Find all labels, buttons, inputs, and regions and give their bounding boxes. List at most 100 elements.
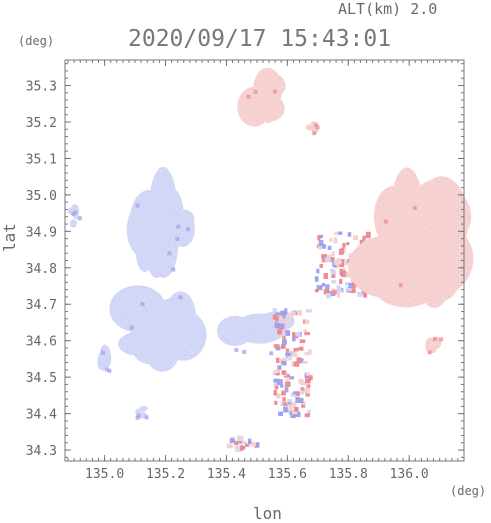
echo-speckle: [326, 292, 331, 299]
echo-cell: [397, 221, 474, 297]
echo-speckle: [383, 219, 388, 224]
y-tick-label: 34.3: [26, 444, 57, 459]
echo-speckle: [281, 360, 287, 366]
echo-speckle: [129, 325, 134, 330]
echo-cell: [69, 219, 77, 228]
echo-speckle: [336, 258, 341, 265]
echo-speckle: [274, 312, 281, 316]
echo-speckle: [328, 256, 335, 263]
echo-speckle: [291, 401, 297, 408]
echo-speckle: [280, 327, 286, 333]
echo-speckle: [293, 391, 298, 395]
echo-speckle: [256, 442, 260, 448]
echo-speckle: [330, 269, 336, 274]
echo-region: [97, 344, 112, 373]
echo-speckle: [304, 413, 310, 418]
echo-speckle: [306, 388, 310, 394]
echo-cell: [143, 304, 197, 351]
echo-speckle: [297, 309, 302, 316]
echo-speckle: [281, 313, 286, 319]
echo-speckle: [317, 243, 322, 250]
echo-region: [109, 285, 207, 372]
echo-speckle: [274, 382, 280, 387]
echo-speckle: [226, 443, 233, 449]
echo-speckle: [167, 251, 172, 256]
echo-speckle: [136, 413, 141, 418]
echo-speckle: [279, 323, 285, 330]
echo-speckle: [299, 397, 304, 403]
echo-speckle: [305, 309, 312, 313]
echo-speckle: [294, 406, 299, 412]
echo-speckle: [342, 242, 346, 249]
echo-speckle: [240, 445, 244, 451]
echo-speckle: [345, 271, 349, 278]
echo-speckle: [331, 251, 335, 256]
echo-speckle: [307, 349, 312, 355]
echo-speckle: [333, 237, 338, 244]
echo-speckle: [274, 369, 280, 374]
echo-speckle: [340, 267, 346, 272]
echo-speckle: [338, 263, 345, 267]
echo-speckle: [282, 397, 286, 402]
tick-layer: [65, 60, 464, 461]
echo-speckle: [281, 390, 286, 396]
echo-region: [305, 120, 320, 136]
echo-speckle: [285, 352, 291, 357]
echo-speckle: [104, 367, 109, 372]
echo-speckle: [291, 311, 296, 315]
echo-speckle: [432, 336, 437, 341]
echo-cell: [425, 337, 436, 354]
echo-speckle: [294, 352, 298, 358]
echo-speckle: [186, 227, 191, 232]
echo-speckle: [287, 405, 292, 410]
echo-speckle: [273, 344, 280, 348]
echo-speckle: [314, 276, 319, 282]
x-tick-label: 135.4: [207, 467, 246, 482]
echo-speckle: [283, 320, 289, 325]
echo-speckle: [352, 282, 357, 288]
echo-region: [237, 67, 286, 127]
echo-speckle: [362, 235, 366, 241]
echo-speckle: [331, 274, 336, 278]
echo-cell: [174, 209, 195, 229]
tick-label-layer: 135.0 135.2 135.4 135.6 135.8 136.0 35.3 35.2 35…: [26, 80, 429, 482]
altitude-label: ALT(km) 2.0: [338, 0, 438, 18]
echo-speckle: [331, 289, 338, 294]
echo-speckle: [363, 292, 368, 298]
echo-speckle: [272, 89, 277, 94]
echo-cell: [97, 352, 104, 370]
echo-speckle: [290, 392, 297, 397]
echo-speckle: [287, 312, 294, 318]
echo-speckle: [319, 264, 323, 268]
echo-speckle: [345, 282, 350, 286]
echo-speckle: [327, 245, 332, 250]
echo-speckle: [357, 291, 363, 297]
echo-speckle: [295, 411, 301, 417]
echo-speckle: [343, 259, 349, 266]
echo-speckle: [295, 332, 301, 337]
echo-speckle: [323, 289, 330, 295]
echo-cell: [134, 409, 142, 414]
echo-speckle: [300, 401, 306, 406]
echo-speckle: [359, 239, 363, 246]
echo-speckle: [277, 365, 282, 370]
echo-speckle: [340, 247, 345, 253]
echo-speckle: [175, 236, 180, 241]
echo-speckle: [303, 329, 307, 333]
echo-speckle: [321, 254, 327, 259]
echo-speckle: [293, 347, 299, 352]
echo-speckle: [282, 402, 288, 407]
echo-speckle: [439, 337, 444, 342]
echo-speckle: [301, 404, 306, 408]
echo-speckle: [306, 384, 311, 388]
y-tick-label: 34.7: [26, 298, 57, 313]
echo-speckle: [304, 352, 311, 356]
echo-speckle: [336, 287, 342, 293]
echo-speckle: [246, 94, 251, 99]
echo-speckle: [287, 354, 292, 359]
echo-speckle: [292, 332, 296, 338]
echo-speckle: [293, 361, 300, 367]
echo-region: [226, 435, 260, 452]
echo-speckle: [285, 378, 290, 385]
